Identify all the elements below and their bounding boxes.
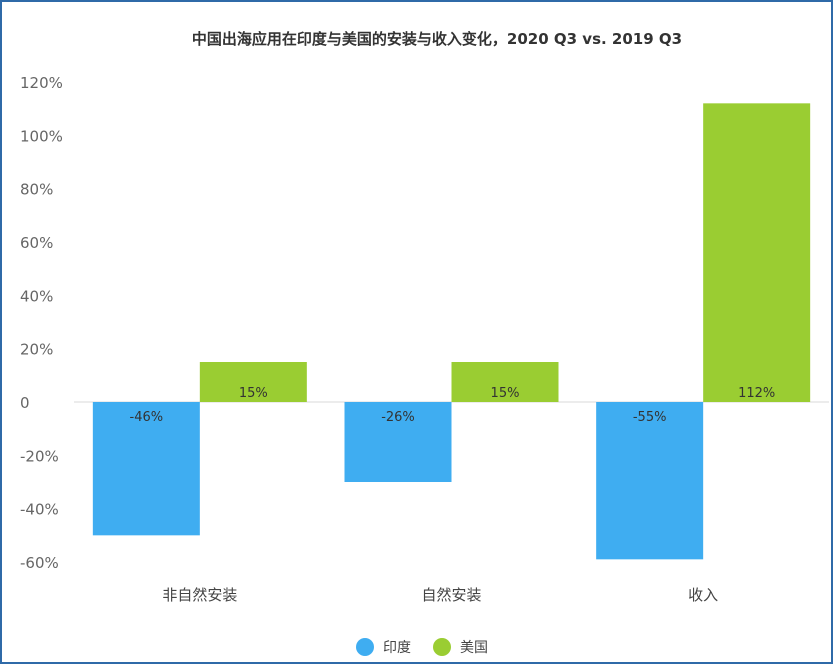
legend-label: 美国 — [460, 640, 488, 656]
data-label: 15% — [239, 386, 268, 401]
y-tick-label: 60% — [20, 234, 53, 252]
x-tick-label: 收入 — [688, 586, 718, 604]
chart-title: 中国出海应用在印度与美国的安装与收入变化，2020 Q3 vs. 2019 Q3 — [192, 30, 682, 48]
y-tick-label: -40% — [20, 501, 59, 519]
data-label: -55% — [633, 410, 667, 425]
bar-india-1 — [344, 402, 452, 482]
y-tick-label: 100% — [20, 127, 63, 145]
legend-swatch-india — [356, 638, 374, 656]
y-tick-label: -60% — [20, 554, 59, 572]
y-tick-label: 20% — [20, 341, 53, 359]
data-label: 15% — [491, 386, 520, 401]
bar-india-0 — [92, 402, 200, 536]
legend-swatch-usa — [433, 638, 451, 656]
data-label: -26% — [381, 410, 415, 425]
x-axis: 非自然安装 自然安装 收入 — [162, 586, 718, 604]
x-tick-label: 非自然安装 — [162, 586, 237, 604]
y-tick-label: 0 — [20, 394, 30, 412]
y-tick-label: 120% — [20, 74, 63, 92]
data-label: -46% — [130, 410, 164, 425]
legend: 印度 美国 — [356, 638, 488, 656]
bar-usa-1 — [451, 362, 559, 402]
x-tick-label: 自然安装 — [421, 586, 481, 604]
legend-label: 印度 — [383, 640, 411, 656]
bar-usa-0 — [199, 362, 307, 402]
y-tick-label: 40% — [20, 287, 53, 305]
data-label: 112% — [738, 386, 775, 401]
bars: -46% 15% -26% 15% -55% 112% — [92, 103, 811, 560]
y-axis: 120% 100% 80% 60% 40% 20% 0 -20% -40% -60% — [20, 74, 63, 572]
y-tick-label: -20% — [20, 447, 59, 465]
y-tick-label: 80% — [20, 181, 53, 199]
bar-usa-2 — [703, 103, 811, 402]
bar-india-2 — [596, 402, 704, 560]
